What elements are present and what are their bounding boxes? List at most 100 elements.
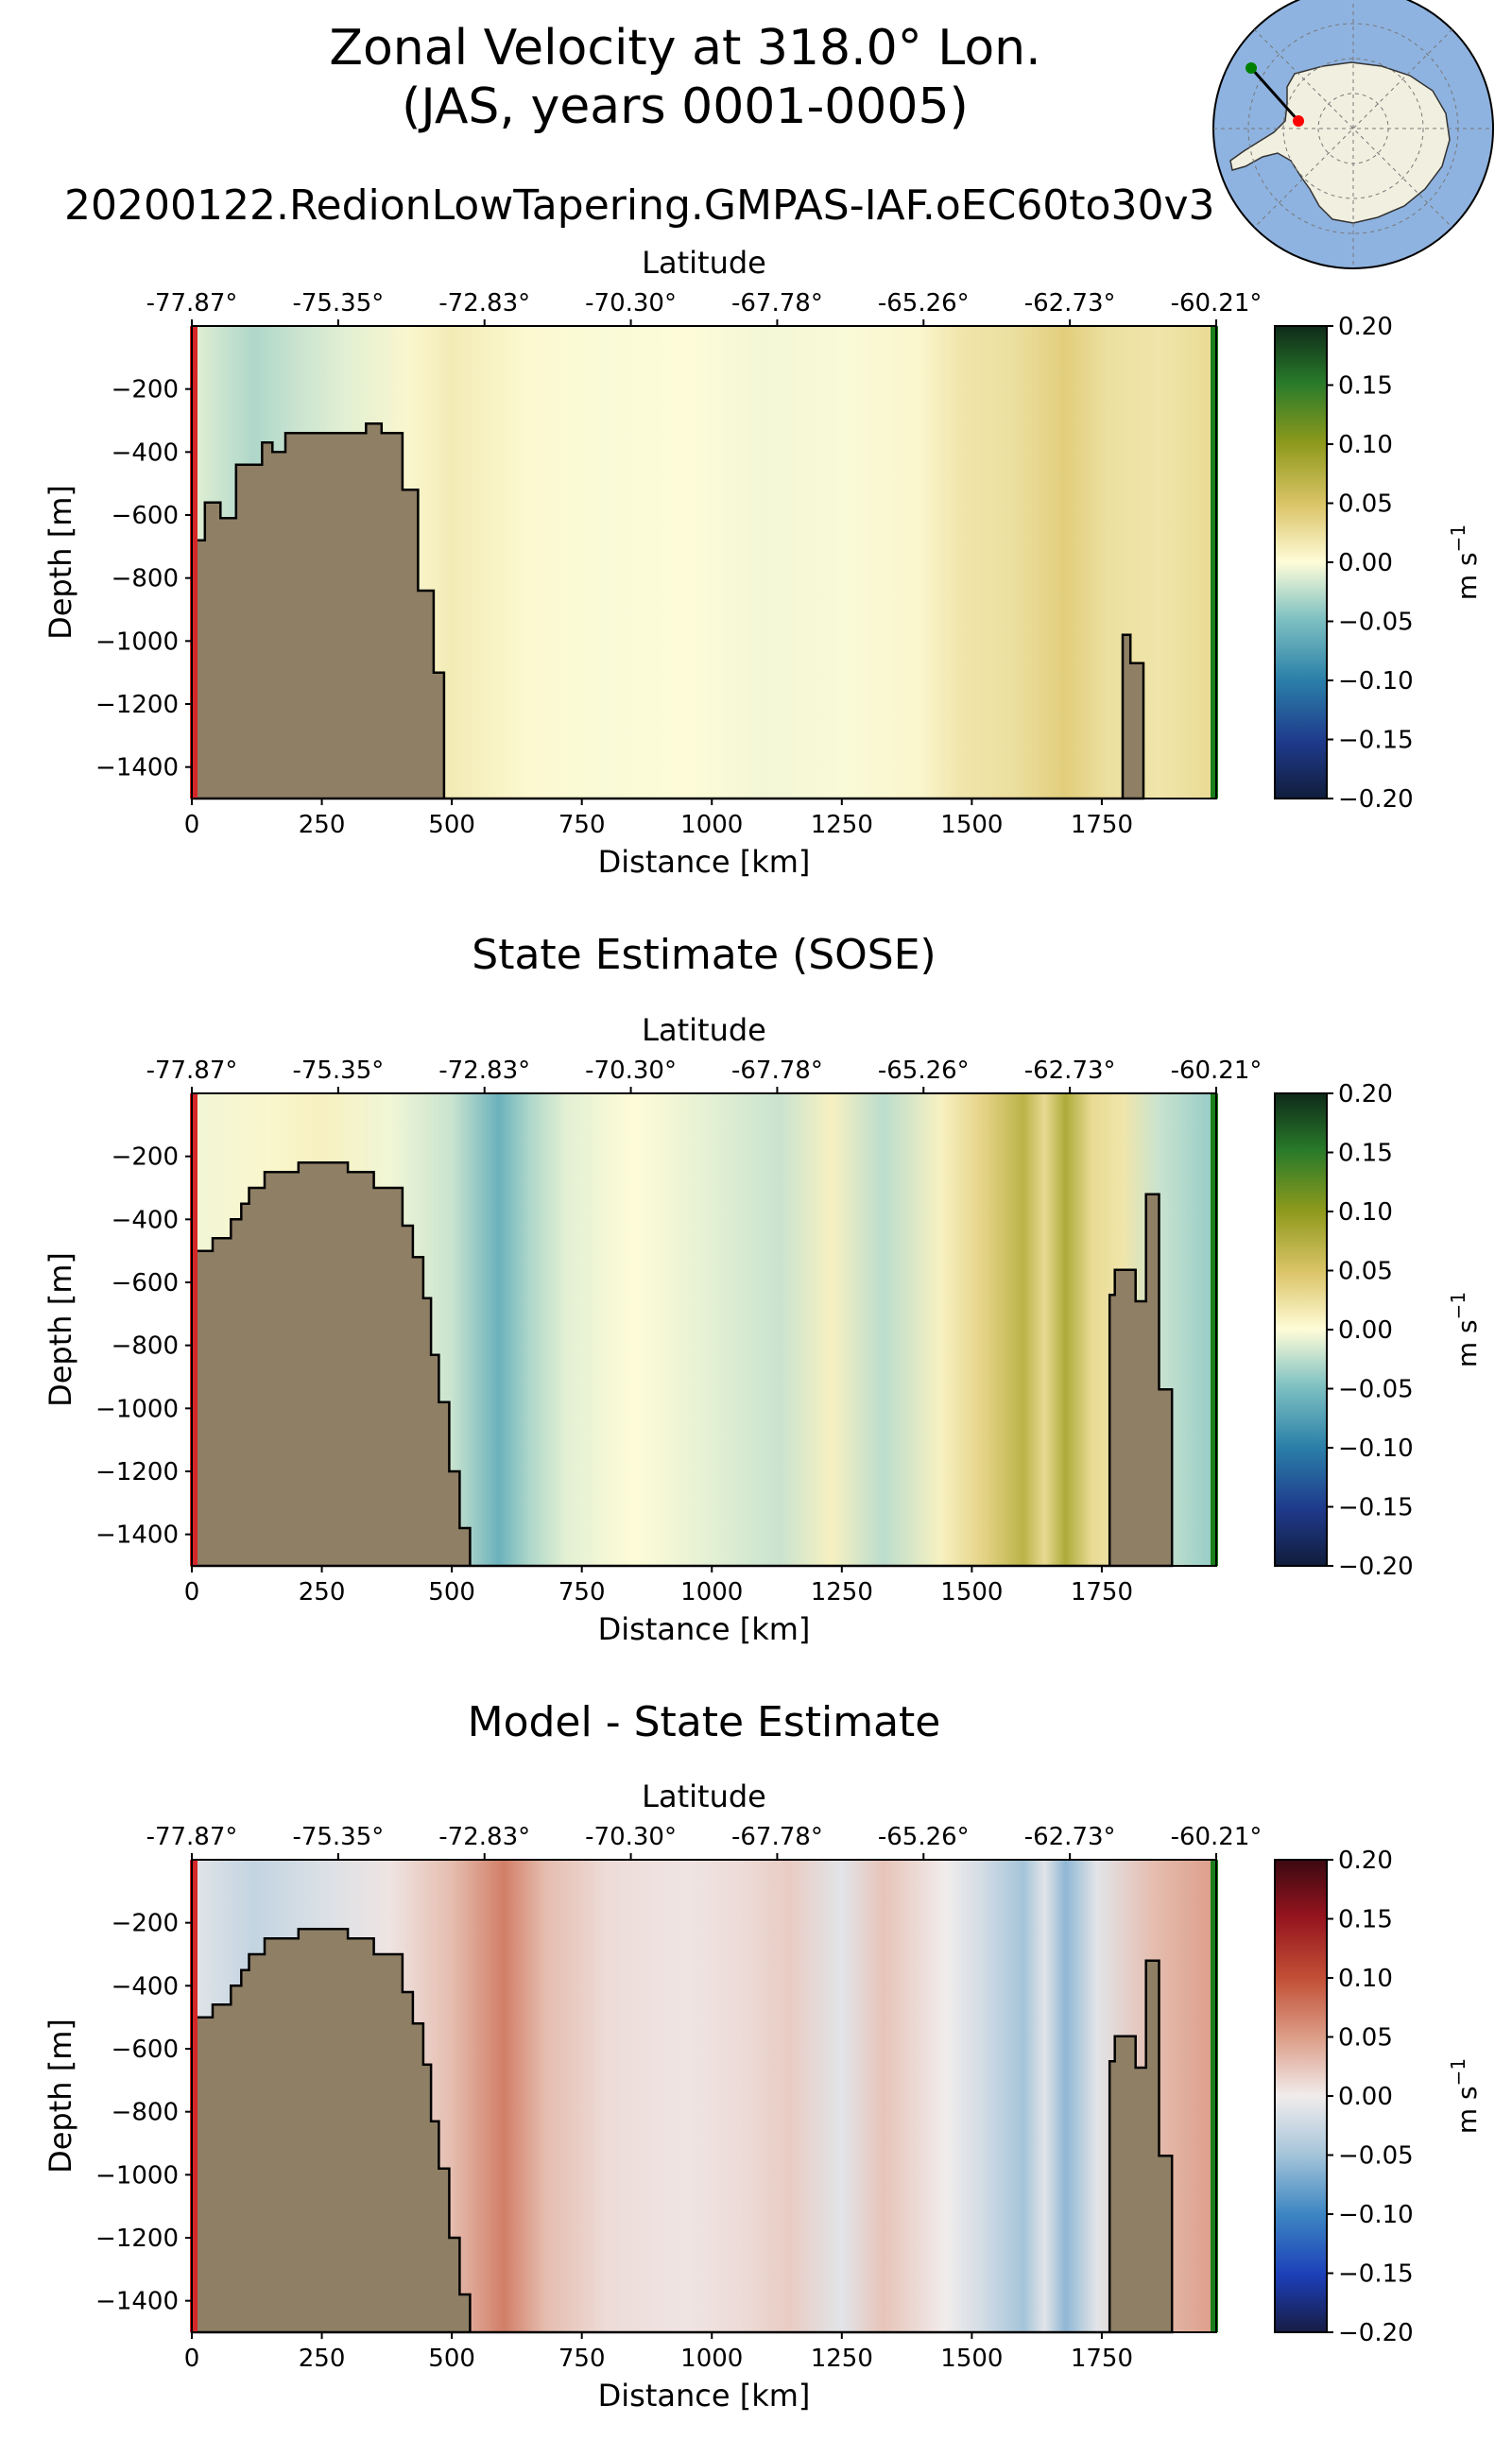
y-tick-label: −400 <box>112 438 179 467</box>
x-axis-label: Distance [km] <box>598 844 811 880</box>
y-tick-label: −1200 <box>95 2225 179 2253</box>
colorbar-tick-label: 0.05 <box>1338 2024 1393 2053</box>
top-tick-label: -72.83° <box>438 289 530 318</box>
top-tick-label: -60.21° <box>1171 1057 1263 1085</box>
y-tick-label: −1000 <box>95 1395 179 1423</box>
panel-title: State Estimate (SOSE) <box>472 931 936 979</box>
x-tick-label: 1250 <box>811 2345 873 2373</box>
inset-map-antarctica <box>1229 61 1451 224</box>
y-tick-label: −800 <box>112 2099 179 2127</box>
figure-title-line1: Zonal Velocity at 318.0° Lon. <box>329 20 1040 77</box>
y-tick-label: −800 <box>112 1332 179 1361</box>
colorbar-tick-label: 0.20 <box>1338 1080 1393 1108</box>
y-tick-label: −600 <box>112 2036 179 2064</box>
x-tick-label: 500 <box>428 811 475 839</box>
colorbar-tick-label: −0.05 <box>1338 1376 1414 1404</box>
top-tick-label: -65.26° <box>878 1823 970 1851</box>
x-tick-label: 750 <box>558 1578 606 1606</box>
x-tick-label: 750 <box>558 2345 606 2373</box>
colorbar-label: m s−1 <box>1447 2058 1483 2134</box>
colorbar-tick-label: 0.15 <box>1338 1140 1393 1168</box>
axes-frame <box>191 1859 1217 2333</box>
top-tick-label: -75.35° <box>292 289 384 318</box>
top-tick-label: -72.83° <box>438 1823 530 1851</box>
top-tick-label: -77.87° <box>146 1057 238 1085</box>
y-tick-label: −1400 <box>95 754 179 782</box>
top-tick-label: -77.87° <box>146 1823 238 1851</box>
top-axis-label: Latitude <box>642 1012 766 1048</box>
colorbar-label-exponent: −1 <box>1447 1292 1469 1319</box>
colorbar <box>1274 1092 1328 1567</box>
inset-map <box>1212 0 1494 269</box>
axes-frame <box>191 325 1217 799</box>
x-tick-label: 0 <box>184 811 200 839</box>
inset-map-graticule <box>1213 0 1493 268</box>
x-tick-label: 1250 <box>811 1578 873 1606</box>
colorbar-tick-label: −0.10 <box>1338 1435 1414 1463</box>
top-tick-label: -75.35° <box>292 1057 384 1085</box>
x-axis-label: Distance [km] <box>598 1611 811 1647</box>
y-tick-label: −400 <box>112 1972 179 2001</box>
figure-title-line2: (JAS, years 0001-0005) <box>402 78 969 135</box>
x-tick-label: 250 <box>299 1578 346 1606</box>
colorbar-tick-label: −0.20 <box>1338 1553 1414 1581</box>
x-tick-label: 0 <box>184 2345 200 2373</box>
top-tick-label: -62.73° <box>1024 1823 1116 1851</box>
panel-model: Latitude -77.87° -75.35° -72.83° -70.30° -67.… <box>43 245 1483 880</box>
x-tick-label: 500 <box>428 1578 475 1606</box>
x-tick-label: 1750 <box>1071 2345 1133 2373</box>
top-tick-label: -65.26° <box>878 1057 970 1085</box>
colorbar-tick-label: −0.15 <box>1338 2260 1414 2289</box>
inset-map-end-marker <box>1246 62 1257 74</box>
top-tick-label: -70.30° <box>585 1057 677 1085</box>
top-tick-label: -62.73° <box>1024 289 1116 318</box>
colorbar-tick-label: 0.20 <box>1338 1847 1393 1875</box>
y-tick-label: −1000 <box>95 2161 179 2190</box>
y-axis-label: Depth [m] <box>43 485 78 640</box>
top-tick-label: -60.21° <box>1171 289 1263 318</box>
x-tick-label: 1750 <box>1071 811 1133 839</box>
x-tick-label: 0 <box>184 1578 200 1606</box>
top-tick-label: -62.73° <box>1024 1057 1116 1085</box>
colorbar-tick-label: −0.20 <box>1338 785 1414 814</box>
panel-state-estimate: State Estimate (SOSE) Latitude -77.87° -75.… <box>43 931 1483 1647</box>
x-tick-label: 250 <box>299 2345 346 2373</box>
colorbar-tick-label: −0.20 <box>1338 2319 1414 2347</box>
top-tick-label: -67.78° <box>731 289 823 318</box>
x-axis-label: Distance [km] <box>598 2378 811 2414</box>
colorbar-label: m s−1 <box>1447 1292 1483 1367</box>
x-tick-label: 1000 <box>680 811 743 839</box>
y-axis-label: Depth [m] <box>43 1252 78 1407</box>
x-tick-label: 1750 <box>1071 1578 1133 1606</box>
colorbar-tick-label: 0.05 <box>1338 1258 1393 1286</box>
y-tick-label: −200 <box>112 376 179 404</box>
x-tick-label: 500 <box>428 2345 475 2373</box>
y-tick-label: −200 <box>112 1143 179 1172</box>
colorbar-tick-label: 0.10 <box>1338 1198 1393 1227</box>
colorbar-tick-label: −0.05 <box>1338 609 1414 637</box>
top-tick-label: -70.30° <box>585 1823 677 1851</box>
panel-model-minus-state-estimate: Model - State Estimate Latitude -77.87° -75… <box>43 1698 1483 2414</box>
y-tick-label: −1000 <box>95 627 179 656</box>
x-tick-label: 1000 <box>680 2345 743 2373</box>
y-axis-label: Depth [m] <box>43 2019 78 2174</box>
top-axis-label: Latitude <box>642 1778 766 1814</box>
top-tick-label: -75.35° <box>292 1823 384 1851</box>
y-tick-label: −600 <box>112 502 179 530</box>
seafloor-topography <box>190 1928 1174 2334</box>
colorbar-tick-label: −0.15 <box>1338 727 1414 755</box>
seafloor-topography <box>190 1161 1174 1568</box>
colorbar-label: m s−1 <box>1447 524 1483 600</box>
colorbar-tick-label: 0.00 <box>1338 2083 1393 2111</box>
x-tick-label: 250 <box>299 811 346 839</box>
x-tick-label: 1250 <box>811 811 873 839</box>
x-tick-label: 1500 <box>940 1578 1003 1606</box>
y-tick-label: −1400 <box>95 1521 179 1550</box>
top-tick-label: -65.26° <box>878 289 970 318</box>
seafloor-topography <box>190 422 1145 800</box>
top-tick-label: -70.30° <box>585 289 677 318</box>
top-tick-label: -72.83° <box>438 1057 530 1085</box>
top-axis-label: Latitude <box>642 245 766 281</box>
colorbar-tick-label: 0.10 <box>1338 1965 1393 1993</box>
